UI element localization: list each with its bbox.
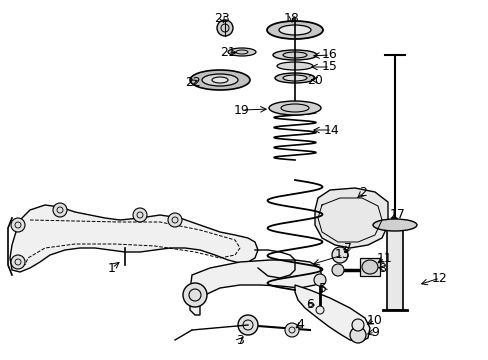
Text: 20: 20 xyxy=(306,73,322,86)
Polygon shape xyxy=(314,188,387,248)
Text: 1: 1 xyxy=(108,261,116,274)
Text: 8: 8 xyxy=(377,261,385,274)
Circle shape xyxy=(53,203,67,217)
Text: 16: 16 xyxy=(322,49,337,62)
Text: 12: 12 xyxy=(431,271,447,284)
Text: 17: 17 xyxy=(389,208,405,221)
Circle shape xyxy=(313,274,325,286)
Ellipse shape xyxy=(365,264,377,276)
Circle shape xyxy=(11,218,25,232)
Circle shape xyxy=(331,247,347,263)
Text: 2: 2 xyxy=(358,186,366,199)
Bar xyxy=(359,258,379,276)
Text: 23: 23 xyxy=(214,12,229,24)
Text: 9: 9 xyxy=(370,325,378,338)
Text: 14: 14 xyxy=(324,123,339,136)
Text: 11: 11 xyxy=(376,252,392,265)
Ellipse shape xyxy=(372,219,416,231)
Text: 10: 10 xyxy=(366,314,382,327)
Text: 19: 19 xyxy=(234,104,249,117)
Text: 15: 15 xyxy=(322,60,337,73)
Ellipse shape xyxy=(283,75,306,81)
Ellipse shape xyxy=(268,101,320,115)
Bar xyxy=(386,225,402,310)
Circle shape xyxy=(133,208,147,222)
Text: 6: 6 xyxy=(305,298,313,311)
Text: 3: 3 xyxy=(236,333,244,346)
Circle shape xyxy=(351,319,363,331)
Text: 4: 4 xyxy=(295,319,304,332)
Ellipse shape xyxy=(190,70,249,90)
Ellipse shape xyxy=(361,260,377,274)
Polygon shape xyxy=(190,260,321,315)
Polygon shape xyxy=(10,205,258,272)
Ellipse shape xyxy=(331,264,343,276)
Ellipse shape xyxy=(212,77,227,83)
Circle shape xyxy=(315,306,324,314)
Circle shape xyxy=(217,20,232,36)
Ellipse shape xyxy=(202,74,238,86)
Ellipse shape xyxy=(272,50,316,60)
Text: 13: 13 xyxy=(334,248,350,261)
Circle shape xyxy=(11,255,25,269)
Polygon shape xyxy=(294,285,369,342)
Ellipse shape xyxy=(266,21,323,39)
Text: 22: 22 xyxy=(185,76,201,89)
Circle shape xyxy=(183,283,206,307)
Circle shape xyxy=(285,323,298,337)
Ellipse shape xyxy=(276,62,312,70)
Ellipse shape xyxy=(274,73,314,83)
Text: 7: 7 xyxy=(343,242,351,255)
Ellipse shape xyxy=(227,48,256,56)
Text: 5: 5 xyxy=(318,282,326,294)
Ellipse shape xyxy=(279,25,310,35)
Circle shape xyxy=(349,327,365,343)
Circle shape xyxy=(168,213,182,227)
Circle shape xyxy=(238,315,258,335)
Text: 18: 18 xyxy=(284,12,299,24)
Text: 21: 21 xyxy=(220,45,235,58)
